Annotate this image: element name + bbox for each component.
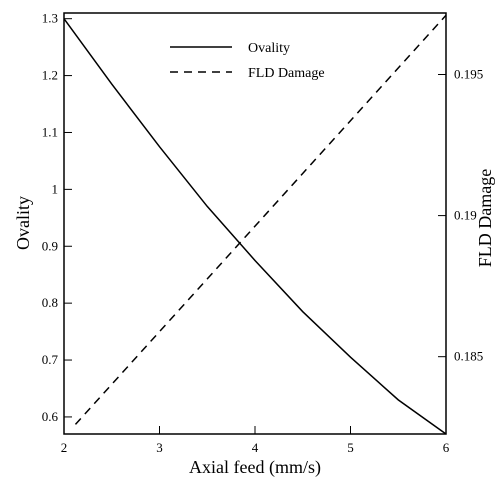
y-right-axis-title: FLD Damage	[475, 169, 495, 267]
legend-label-fld-damage: FLD Damage	[248, 66, 325, 81]
x-tick-label-1: 3	[156, 440, 163, 455]
y-left-axis-title: Ovality	[13, 196, 33, 250]
x-tick-label-0: 2	[61, 440, 68, 455]
y-right-tick-label-0: 0.185	[454, 349, 483, 364]
y-right-tick-label-1: 0.19	[454, 208, 477, 223]
series-line-ovality	[63, 18, 447, 435]
x-tick-label-3: 5	[347, 440, 354, 455]
x-tick-label-2: 4	[252, 440, 259, 455]
series-layer	[63, 14, 447, 435]
ticks	[63, 18, 447, 434]
y-left-tick-label-5: 1.1	[42, 124, 58, 139]
y-left-tick-label-2: 0.8	[42, 295, 58, 310]
y-left-tick-label-1: 0.7	[42, 352, 59, 367]
y-right-tick-label-2: 0.195	[454, 67, 483, 82]
y-left-tick-label-4: 1	[52, 181, 59, 196]
legend-label-ovality: Ovality	[248, 41, 290, 56]
legend: Ovality FLD Damage	[170, 41, 325, 81]
y-left-tick-label-3: 0.9	[42, 238, 58, 253]
y-left-tick-label-0: 0.6	[42, 409, 59, 424]
y-left-tick-label-7: 1.3	[42, 11, 58, 26]
series-line-fld-damage	[74, 14, 447, 425]
x-tick-label-4: 6	[443, 440, 450, 455]
x-axis-title: Axial feed (mm/s)	[189, 457, 321, 478]
tick-labels: 2 3 4 5 6 0.6 0.7 0.8 0.9 1 1.1 1.2 1.3 0.185 0.19 0.19…	[42, 11, 484, 455]
y-left-tick-label-6: 1.2	[42, 68, 58, 83]
